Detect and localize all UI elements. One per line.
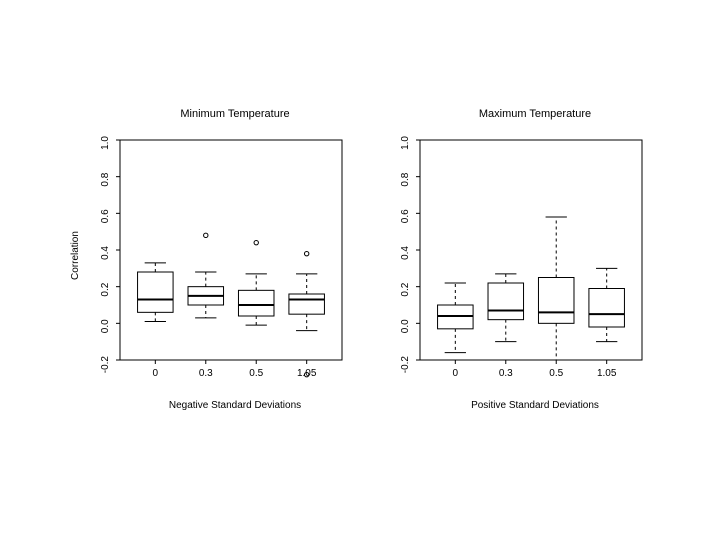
svg-text:-0.2: -0.2 xyxy=(400,356,411,374)
figure-root: Correlation Minimum Temperature Maximum … xyxy=(0,0,720,540)
svg-text:0.3: 0.3 xyxy=(199,368,213,379)
left-panel-xlabel: Negative Standard Deviations xyxy=(150,400,320,411)
svg-text:0.8: 0.8 xyxy=(400,172,411,186)
svg-text:-0.2: -0.2 xyxy=(100,356,111,374)
svg-text:0.6: 0.6 xyxy=(100,209,111,223)
svg-text:0.4: 0.4 xyxy=(100,246,111,260)
svg-text:0.2: 0.2 xyxy=(100,282,111,296)
left-boxplot: -0.20.00.20.40.60.81.000.30.51.05 xyxy=(80,130,360,390)
left-panel-title: Minimum Temperature xyxy=(170,108,300,120)
right-boxplot: -0.2 0.0 0.2 0.4 0.6 0.8 1.0 0 0.3 0.5 1.05 xyxy=(380,130,660,390)
svg-text:1.0: 1.0 xyxy=(400,136,411,150)
svg-text:0: 0 xyxy=(153,368,159,379)
right-panel-xlabel: Positive Standard Deviations xyxy=(450,400,620,411)
svg-text:0.2: 0.2 xyxy=(400,282,411,296)
svg-text:0.5: 0.5 xyxy=(549,368,563,379)
svg-text:0.0: 0.0 xyxy=(100,319,111,333)
svg-text:0.3: 0.3 xyxy=(499,368,513,379)
svg-text:0.0: 0.0 xyxy=(400,319,411,333)
svg-text:0.8: 0.8 xyxy=(100,172,111,186)
svg-text:0.5: 0.5 xyxy=(249,368,263,379)
svg-text:0: 0 xyxy=(453,368,459,379)
svg-text:1.0: 1.0 xyxy=(100,136,111,150)
svg-text:0.4: 0.4 xyxy=(400,246,411,260)
svg-text:0.6: 0.6 xyxy=(400,209,411,223)
svg-text:1.05: 1.05 xyxy=(597,368,617,379)
right-panel-title: Maximum Temperature xyxy=(465,108,605,120)
